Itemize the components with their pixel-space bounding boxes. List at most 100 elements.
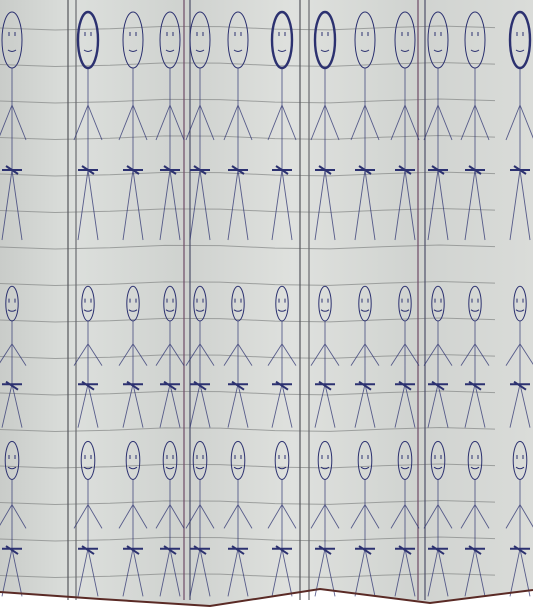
ruled-line xyxy=(0,390,496,396)
figure-body xyxy=(460,68,490,241)
figure-hands xyxy=(395,165,415,175)
figure-face xyxy=(165,32,175,52)
figure-hands xyxy=(228,545,248,555)
figure-face xyxy=(320,454,330,470)
figure-face xyxy=(233,32,243,52)
figure-face xyxy=(360,298,370,312)
fold-lines xyxy=(67,0,426,600)
figure-face xyxy=(7,454,17,470)
figure-face xyxy=(195,32,205,52)
ruled-line xyxy=(0,536,496,542)
ruled-line xyxy=(0,244,496,250)
figure-face xyxy=(360,32,370,52)
figure-body xyxy=(185,479,215,597)
figure-face xyxy=(83,454,93,470)
figure-body xyxy=(460,320,490,428)
figure-hands xyxy=(2,545,22,555)
figure-hands xyxy=(510,380,530,391)
ruled-line xyxy=(0,280,496,286)
figure-hands xyxy=(190,380,210,391)
figure-body xyxy=(505,68,533,241)
figure-face xyxy=(433,298,443,312)
figure-body xyxy=(223,320,253,428)
figure-face xyxy=(470,32,480,52)
figure-body xyxy=(118,479,148,597)
figure-face xyxy=(128,298,138,312)
figure-body xyxy=(390,320,420,428)
figure-hands xyxy=(78,165,98,175)
figure-hands xyxy=(160,380,180,391)
figure-hands xyxy=(2,165,22,175)
figure-body xyxy=(350,479,380,597)
figure-face xyxy=(470,454,480,470)
figure-hands xyxy=(395,380,415,391)
figure-hands xyxy=(465,165,485,175)
figure-hands xyxy=(428,380,448,391)
figure-face xyxy=(128,32,138,52)
figure-body xyxy=(267,479,297,597)
ruled-line xyxy=(0,317,496,323)
figure-face xyxy=(7,298,17,312)
figure-body xyxy=(423,68,453,241)
figure-body xyxy=(118,68,148,241)
figure-hands xyxy=(315,545,335,555)
figure-hands xyxy=(355,165,375,175)
figure-hands xyxy=(160,545,180,555)
figure-body xyxy=(310,320,340,428)
figure-face xyxy=(195,454,205,470)
figure-face xyxy=(320,298,330,312)
figure-face xyxy=(277,32,287,52)
figure-face xyxy=(515,298,525,312)
figure-hands xyxy=(272,380,292,391)
figure-hands xyxy=(228,165,248,175)
figure-body xyxy=(155,479,185,597)
figure-body xyxy=(0,320,27,428)
figure-hands xyxy=(78,380,98,391)
figure-hands xyxy=(395,545,415,555)
figure-body xyxy=(155,320,185,428)
figure-face xyxy=(83,32,93,52)
figure-face xyxy=(320,32,330,52)
ruled-line xyxy=(0,134,496,140)
figure-hands xyxy=(465,545,485,555)
ruled-line xyxy=(0,61,496,67)
figure-face xyxy=(433,32,443,52)
figure-body xyxy=(350,320,380,428)
figure-body xyxy=(390,68,420,241)
figure-hands xyxy=(123,165,143,175)
figure-hands xyxy=(465,380,485,391)
figure-body xyxy=(73,68,103,241)
figure-hands xyxy=(228,380,248,391)
figure-face xyxy=(277,298,287,312)
stick-figures xyxy=(0,10,533,597)
figure-hands xyxy=(272,545,292,555)
ruled-line xyxy=(0,98,496,104)
figure-hands xyxy=(355,545,375,555)
figure-hands xyxy=(315,165,335,175)
figure-hands xyxy=(123,380,143,391)
figure-body xyxy=(350,68,380,241)
figure-hands xyxy=(428,545,448,555)
figure-face xyxy=(433,454,443,470)
figure-body xyxy=(118,320,148,428)
figure-hands xyxy=(160,165,180,175)
figure-hands xyxy=(2,380,22,391)
ruled-line xyxy=(0,499,496,505)
figure-body xyxy=(0,68,27,241)
figure-face xyxy=(400,32,410,52)
figure-face xyxy=(360,454,370,470)
figure-body xyxy=(460,479,490,597)
figure-hands xyxy=(78,545,98,555)
figure-body xyxy=(223,479,253,597)
figure-face xyxy=(277,454,287,470)
figure-hands xyxy=(510,545,530,555)
figure-face xyxy=(128,454,138,470)
ruled-line xyxy=(0,207,496,213)
figure-body xyxy=(185,320,215,428)
figure-hands xyxy=(315,380,335,391)
figure-face xyxy=(515,32,525,52)
ruled-line xyxy=(0,171,496,177)
